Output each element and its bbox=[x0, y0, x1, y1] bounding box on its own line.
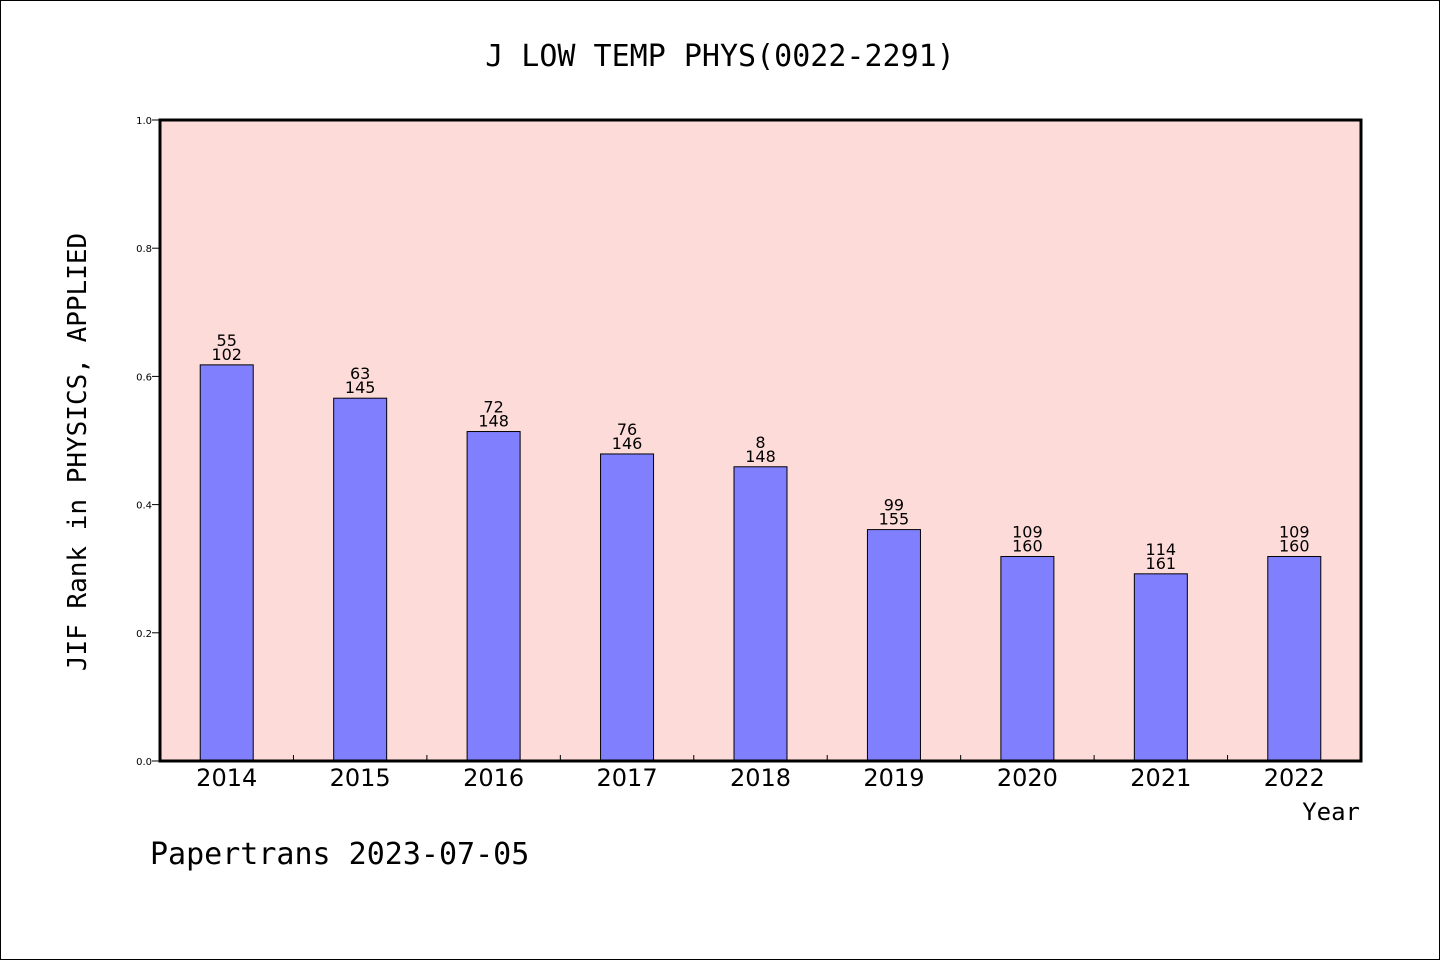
bar-rank-label: 72 bbox=[483, 398, 503, 417]
bar-total-label: 146 bbox=[612, 434, 643, 453]
bar bbox=[866, 529, 921, 762]
bar-rank-label: 109 bbox=[1279, 523, 1310, 542]
x-tick-label: 2014 bbox=[196, 764, 257, 792]
bar-total-label: 161 bbox=[1146, 554, 1177, 573]
x-tick-label: 2016 bbox=[463, 764, 524, 792]
plot-border bbox=[158, 118, 1363, 763]
bar-rank-label: 109 bbox=[1012, 523, 1043, 542]
x-tick-label: 2021 bbox=[1130, 764, 1191, 792]
y-tick-label: 0.0 bbox=[136, 757, 152, 768]
bar-rank-label: 99 bbox=[884, 496, 904, 515]
bar-rank-label: 76 bbox=[617, 420, 637, 439]
chart-title: J LOW TEMP PHYS(0022-2291) bbox=[485, 39, 955, 74]
bar-total-label: 155 bbox=[879, 510, 910, 529]
bar-rank-label: 114 bbox=[1146, 540, 1177, 559]
x-axis-ticks: 2014 2015 2016 2017 2018 2019 2020 2021 2022 bbox=[196, 755, 1325, 792]
bar-total-label: 102 bbox=[211, 345, 242, 364]
bar bbox=[733, 466, 788, 762]
y-axis-ticks: 0.0 0.2 0.4 0.6 0.8 1.0 bbox=[136, 116, 159, 768]
bar-total-label: 148 bbox=[478, 412, 509, 431]
bar bbox=[333, 397, 388, 762]
y-tick-label: 0.2 bbox=[136, 629, 152, 640]
x-tick-label: 2018 bbox=[730, 764, 791, 792]
footer-text: Papertrans 2023-07-05 bbox=[150, 837, 529, 872]
bar bbox=[466, 431, 521, 762]
y-tick-label: 1.0 bbox=[136, 116, 152, 127]
x-tick-label: 2019 bbox=[863, 764, 924, 792]
x-tick-label: 2015 bbox=[330, 764, 391, 792]
bar-rank-label: 63 bbox=[350, 364, 370, 383]
bar-rank-label: 8 bbox=[755, 433, 765, 452]
bar-total-label: 148 bbox=[745, 447, 776, 466]
x-axis-label: Year bbox=[1302, 798, 1360, 826]
bar bbox=[199, 364, 254, 762]
y-tick-label: 0.4 bbox=[136, 501, 152, 512]
bar bbox=[1000, 556, 1055, 762]
x-tick-label: 2022 bbox=[1264, 764, 1325, 792]
bar bbox=[1133, 573, 1188, 762]
y-tick-label: 0.8 bbox=[136, 244, 152, 255]
x-tick-label: 2020 bbox=[997, 764, 1058, 792]
bar-rank-label: 55 bbox=[217, 331, 237, 350]
bar-total-label: 145 bbox=[345, 378, 376, 397]
bar-total-label: 160 bbox=[1279, 537, 1310, 556]
y-axis-label: JIF Rank in PHYSICS, APPLIED bbox=[63, 233, 93, 671]
bar bbox=[1267, 556, 1322, 762]
bar-total-label: 160 bbox=[1012, 537, 1043, 556]
y-tick-label: 0.6 bbox=[136, 372, 152, 383]
x-tick-label: 2017 bbox=[597, 764, 658, 792]
bar bbox=[600, 453, 655, 762]
